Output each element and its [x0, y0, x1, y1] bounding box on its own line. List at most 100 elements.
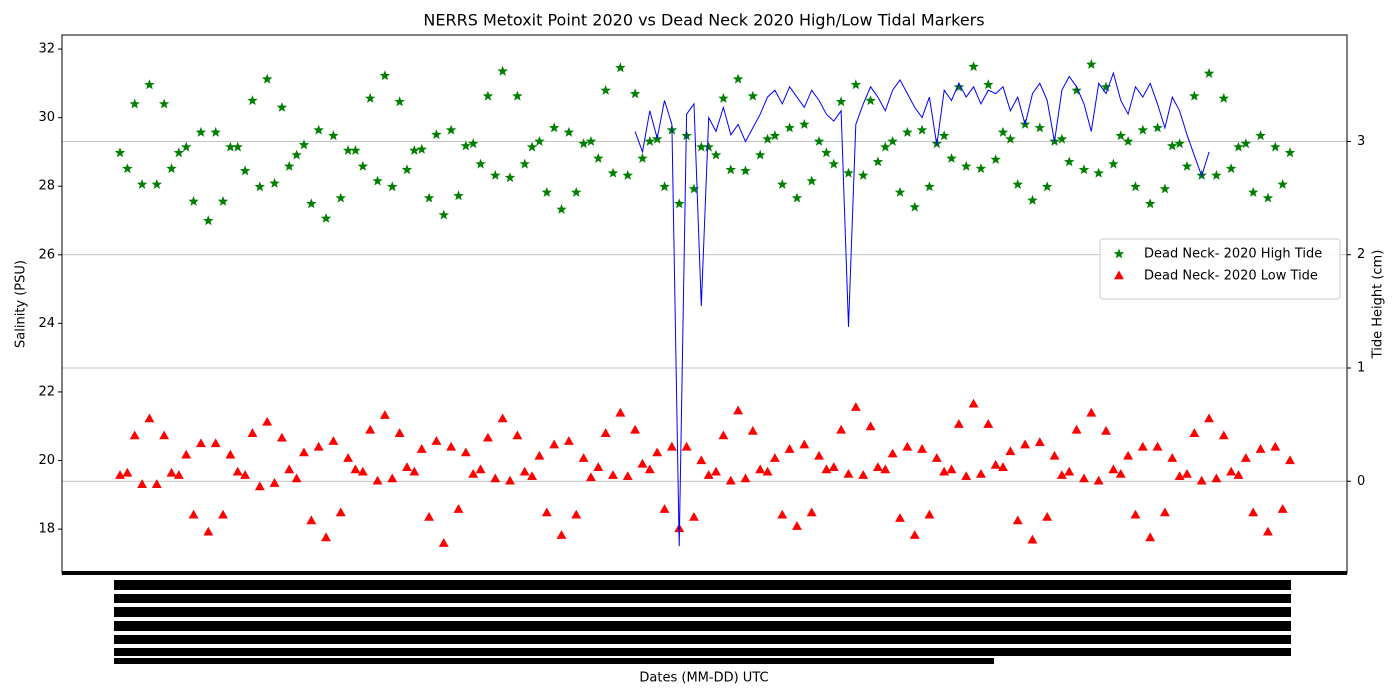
y-tick-label: 18: [38, 522, 55, 537]
star-marker: [357, 160, 369, 171]
star-marker: [725, 164, 736, 175]
star-marker: [114, 147, 126, 158]
star-marker: [217, 196, 229, 206]
y2-tick-label: 0: [1357, 474, 1365, 489]
triangle-marker: [990, 459, 1001, 469]
triangle-marker: [409, 466, 420, 476]
triangle-marker: [652, 447, 663, 457]
star-marker: [1012, 179, 1023, 189]
star-marker: [431, 129, 442, 140]
triangle-marker: [696, 455, 707, 465]
triangle-marker: [1204, 413, 1215, 423]
star-marker: [769, 130, 781, 141]
triangle-marker: [571, 509, 582, 519]
triangle-marker: [718, 430, 729, 440]
triangle-marker: [1101, 425, 1111, 435]
star-marker: [291, 149, 302, 160]
triangle-marker: [173, 470, 184, 479]
star-marker: [1145, 198, 1156, 209]
star-marker: [320, 213, 332, 223]
star-marker: [718, 92, 729, 103]
triangle-marker: [416, 444, 427, 453]
star-marker: [600, 85, 611, 95]
star-marker: [1041, 181, 1053, 192]
triangle-marker: [872, 462, 883, 471]
star-marker: [1270, 141, 1281, 152]
triangle-marker: [446, 441, 457, 451]
star-marker: [335, 192, 346, 203]
star-marker: [438, 209, 449, 220]
star-marker: [416, 143, 427, 154]
y2-tick-label: 1: [1357, 360, 1365, 375]
triangle-marker: [725, 475, 736, 485]
star-marker: [637, 153, 648, 163]
star-marker: [482, 90, 494, 101]
star-marker: [1167, 140, 1178, 151]
star-marker: [571, 186, 582, 197]
triangle-marker: [792, 521, 802, 530]
triangle-marker: [541, 507, 552, 517]
triangle-marker: [357, 466, 368, 476]
triangle-marker: [1262, 526, 1273, 536]
star-marker: [1203, 68, 1215, 78]
y-tick-label: 28: [38, 179, 55, 194]
star-marker: [1174, 138, 1185, 149]
triangle-marker: [1042, 512, 1053, 521]
x-axis-label: Dates (MM-DD) UTC: [639, 671, 768, 686]
star-marker: [247, 95, 258, 106]
triangle-marker: [1255, 444, 1266, 453]
triangle-marker: [1218, 430, 1229, 440]
star-marker: [387, 181, 398, 192]
triangle-marker: [961, 471, 972, 481]
triangle-marker: [703, 470, 714, 479]
star-marker: [755, 149, 766, 160]
star-marker: [342, 145, 354, 155]
triangle-marker: [814, 450, 825, 460]
triangle-marker: [195, 438, 206, 448]
triangle-marker: [585, 472, 596, 482]
star-marker: [953, 81, 965, 92]
star-marker: [158, 98, 170, 109]
triangle-marker: [365, 424, 376, 434]
triangle-marker: [563, 436, 574, 445]
triangle-marker: [306, 515, 317, 525]
star-marker: [865, 95, 876, 106]
star-marker: [445, 124, 457, 135]
triangle-marker: [460, 447, 471, 457]
star-marker: [328, 130, 339, 141]
triangle-marker: [1093, 475, 1104, 485]
star-marker: [129, 98, 140, 109]
star-marker: [1218, 92, 1229, 103]
star-marker: [254, 181, 265, 192]
star-marker: [880, 141, 891, 152]
y2-axis-label: Tide Height (cm): [1371, 250, 1386, 360]
triangle-marker: [821, 464, 832, 474]
star-marker: [1159, 183, 1171, 194]
triangle-marker: [144, 413, 155, 423]
star-marker: [379, 70, 391, 81]
triangle-marker: [218, 509, 228, 519]
triangle-marker: [887, 448, 898, 458]
triangle-marker: [1012, 515, 1023, 525]
y-tick-label: 22: [38, 384, 55, 399]
star-marker: [313, 124, 324, 135]
triangle-marker: [924, 509, 935, 519]
triangle-marker: [387, 473, 398, 483]
triangle-marker: [505, 475, 515, 485]
triangle-marker: [424, 512, 435, 521]
triangle-marker: [777, 509, 788, 519]
triangle-marker: [762, 466, 773, 476]
star-marker: [813, 136, 825, 146]
triangle-marker: [129, 430, 140, 440]
triangle-marker: [622, 471, 633, 481]
star-marker: [298, 139, 310, 150]
triangle-marker: [784, 444, 795, 453]
triangle-marker: [490, 473, 501, 483]
triangle-marker: [828, 462, 839, 471]
triangle-marker: [1108, 464, 1119, 474]
star-marker: [276, 102, 288, 112]
triangle-marker: [644, 464, 655, 474]
star-marker: [1189, 90, 1200, 101]
triangle-marker: [1270, 441, 1281, 451]
